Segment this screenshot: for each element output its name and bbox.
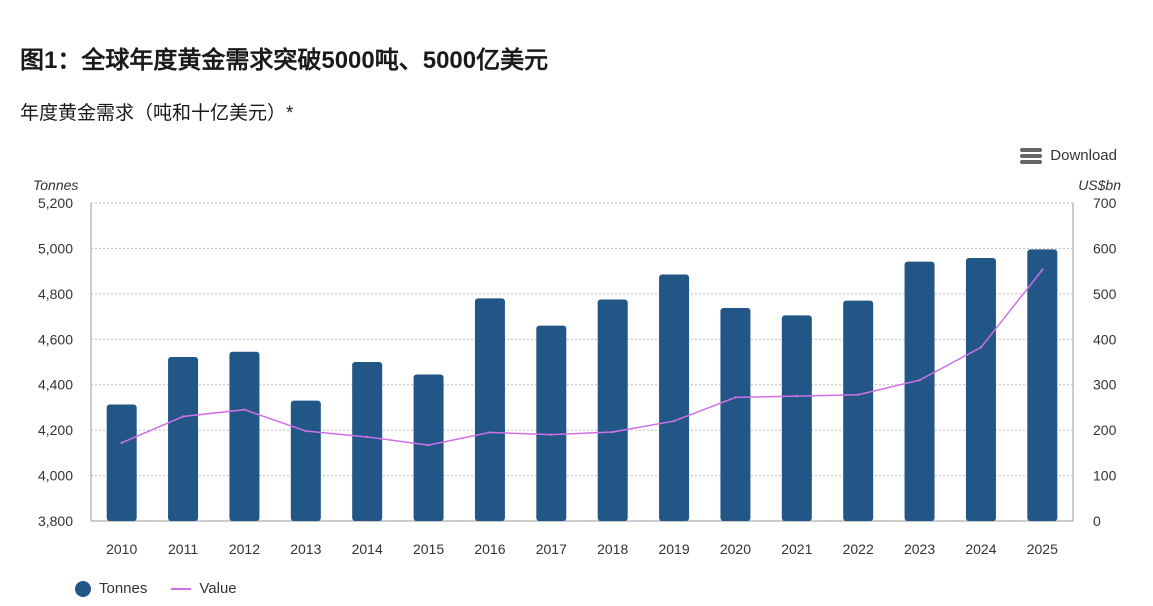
y-right-tick-label: 600 — [1093, 240, 1117, 256]
bar-2015 — [413, 374, 444, 521]
legend-marker-value — [171, 587, 192, 590]
legend-item-tonnes[interactable]: Tonnes — [75, 580, 147, 597]
x-tick-label: 2012 — [229, 541, 260, 557]
x-tick-label: 2020 — [720, 541, 751, 557]
y-left-tick-label: 4,800 — [38, 286, 73, 302]
bar-2019 — [659, 274, 690, 521]
bar-2022 — [843, 300, 874, 521]
x-tick-label: 2022 — [843, 541, 874, 557]
value-point — [734, 396, 737, 399]
bar-2021 — [781, 315, 812, 521]
chart-subtitle: 年度黄金需求（吨和十亿美元）* — [20, 103, 294, 124]
y-right-tick-label: 400 — [1093, 331, 1117, 347]
y-left-tick-label: 5,000 — [38, 240, 73, 256]
bar-2023 — [904, 261, 935, 521]
bar-series-tonnes — [106, 249, 1058, 521]
value-point — [611, 430, 614, 434]
y-left-axis-title: Tonnes — [33, 177, 78, 193]
bar-2017 — [536, 325, 567, 521]
value-point — [120, 441, 123, 445]
value-line — [121, 269, 1043, 446]
bar-2020 — [720, 307, 751, 521]
y-left-tick-label: 5,200 — [38, 195, 73, 211]
legend-label-tonnes: Tonnes — [99, 580, 148, 597]
bar-2018 — [597, 299, 628, 521]
value-point — [488, 431, 492, 434]
chart-area: 3,800 0 4,000 100 4,200 200 4,400 300 4,600 400 4,… — [33, 177, 1121, 557]
y-left-tick-label: 4,200 — [38, 422, 73, 438]
x-tick-label: 2018 — [597, 541, 628, 557]
value-point — [856, 393, 860, 396]
y-left-tick-label: 4,600 — [38, 331, 73, 347]
bar-2012 — [229, 351, 260, 521]
bar-2013 — [290, 400, 321, 521]
bar-2014 — [352, 362, 383, 521]
menu-icon — [1020, 147, 1043, 164]
line-series-value — [120, 268, 1044, 447]
value-point — [550, 433, 553, 436]
value-point — [304, 429, 308, 433]
x-tick-label: 2013 — [290, 541, 321, 557]
y-left-tick-label: 4,400 — [38, 377, 73, 393]
value-point — [918, 378, 921, 382]
value-point — [243, 408, 246, 411]
x-tick-label: 2010 — [106, 541, 137, 557]
bar-2016 — [474, 298, 505, 521]
value-point — [1041, 268, 1044, 271]
bar-2011 — [168, 357, 199, 521]
y-left-tick-label: 4,000 — [38, 468, 73, 484]
x-tick-label: 2023 — [904, 541, 935, 557]
y-right-tick-label: 200 — [1093, 422, 1117, 438]
y-right-tick-label: 0 — [1093, 513, 1101, 529]
x-tick-label: 2025 — [1027, 541, 1058, 557]
value-point — [427, 443, 430, 447]
x-tick-label: 2017 — [536, 541, 567, 557]
legend: Tonnes Value — [75, 580, 237, 597]
y-left-tick-label: 3,800 — [38, 513, 73, 529]
bar-2025 — [1027, 249, 1058, 521]
bar-2024 — [965, 257, 996, 521]
download-button[interactable]: Download — [1020, 147, 1117, 164]
x-tick-label: 2019 — [658, 541, 689, 557]
value-point — [979, 346, 983, 349]
bar-2010 — [106, 404, 137, 521]
y-right-tick-label: 500 — [1093, 286, 1117, 302]
download-label: Download — [1050, 147, 1117, 164]
x-tick-label: 2024 — [965, 541, 996, 557]
value-point — [181, 415, 185, 418]
legend-item-value[interactable]: Value — [171, 580, 237, 597]
y-right-tick-label: 300 — [1093, 377, 1117, 393]
y-right-axis-title: US$bn — [1078, 177, 1121, 193]
x-tick-label: 2016 — [474, 541, 505, 557]
x-tick-label: 2021 — [781, 541, 812, 557]
x-tick-label: 2014 — [352, 541, 383, 557]
x-tick-label: 2015 — [413, 541, 444, 557]
value-point — [795, 394, 799, 398]
y-right-tick-label: 700 — [1093, 195, 1117, 211]
axis-labels: 3,800 0 4,000 100 4,200 200 4,400 300 4,600 400 4,… — [33, 177, 1121, 557]
value-point — [365, 435, 369, 439]
y-right-tick-label: 100 — [1093, 468, 1117, 484]
x-tick-label: 2011 — [168, 541, 198, 557]
legend-label-value: Value — [199, 580, 237, 597]
chart-title: 图1：全球年度黄金需求突破5000吨、5000亿美元 — [20, 47, 549, 74]
legend-marker-tonnes — [75, 580, 91, 597]
value-point — [672, 419, 676, 423]
